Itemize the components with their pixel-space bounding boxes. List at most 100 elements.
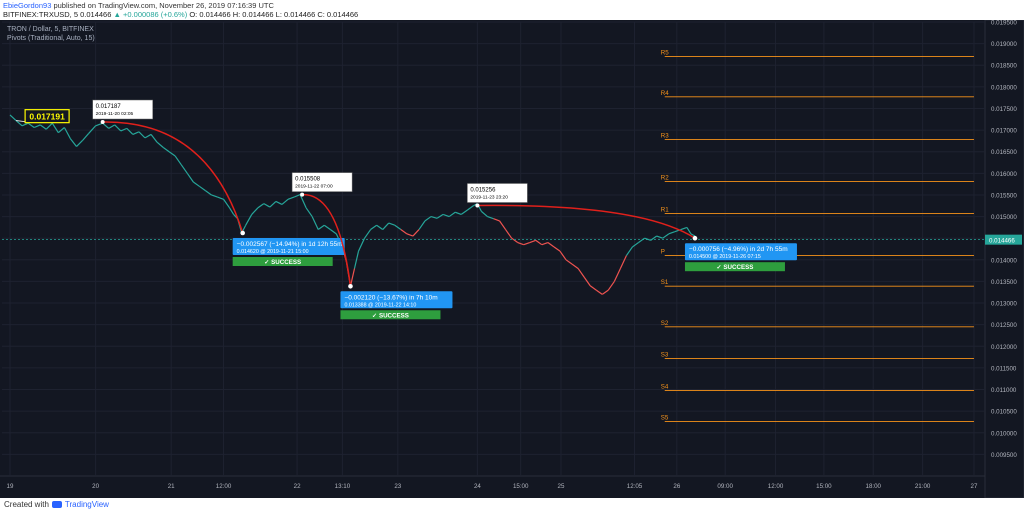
x-tick-label: 25 [558,483,565,490]
result-box [232,238,345,256]
footer-brand[interactable]: TradingView [64,500,109,509]
price-segment [662,233,670,239]
price-segment [108,124,116,129]
price-segment [370,224,378,231]
x-tick-label: 21:00 [915,483,931,490]
y-tick-label: 0.011500 [991,365,1017,372]
price-segment [39,124,47,130]
target-point [348,283,353,289]
source-point [100,120,105,125]
publish-info: EbieGordon93 published on TradingView.co… [3,1,274,10]
peak-label-value: 0.017187 [96,104,122,110]
chart-area[interactable]: 0.019500 0.019000 0.018500 0.018000 0.017500… [0,19,1024,499]
y-tick-label: 0.017000 [991,128,1017,135]
y-tick-label: 0.015000 [991,214,1017,221]
peak-label-box [291,172,353,192]
price-segment [686,227,692,235]
indicator-label: Pivots (Traditional, Auto, 15) [7,35,95,42]
price-segment [257,203,265,209]
pivot-label: R3 [661,133,669,140]
price-segment [323,224,331,231]
price-segment [523,241,530,246]
price-segment [406,233,414,237]
y-tick-label: 0.011000 [991,387,1017,394]
price-segment [192,181,200,187]
price-segment [466,205,474,211]
x-tick-label: 18:00 [866,483,882,490]
price-segment [144,133,152,139]
price-segment [547,242,555,248]
success-badge [684,262,785,272]
target-point [692,235,698,241]
price-segment [418,220,426,230]
price-segment [21,122,29,127]
price-segment [223,198,231,209]
current-callout-text: 0.017191 [29,112,65,122]
price-segment [364,229,372,239]
last-price-badge [985,234,1022,245]
price-segment [275,200,283,206]
success-text: ✓ SUCCESS [264,259,301,266]
price-segment [511,237,519,244]
price-chart[interactable]: 0.019500 0.019000 0.018500 0.018000 0.017500… [0,19,1024,499]
result-box [340,291,453,309]
x-tick-label: 24 [474,483,481,490]
pivot-label: S5 [661,415,669,422]
price-segment [430,215,438,219]
result-box [684,243,797,261]
price-segment [571,263,579,269]
ohlc-values: O: 0.014466 H: 0.014466 L: 0.014466 C: 0… [189,10,359,19]
price-axis [984,19,1024,499]
price-segment [311,216,319,230]
price-segment [168,151,176,157]
y-tick-label: 0.016000 [991,171,1017,178]
result-line1: −0.000756 (−4.96%) in 2d 7h 55m [689,246,788,253]
price-segment [156,141,164,148]
price-segment [668,231,676,235]
current-callout-box [24,109,70,124]
price-segment [126,127,134,135]
price-segment [114,124,122,132]
success-text: ✓ SUCCESS [372,312,409,319]
peak-label-box [467,183,528,203]
price-segment [357,237,366,252]
peak-label-value: 0.015256 [470,188,496,194]
price-segment [632,242,639,248]
price-segment [481,210,488,218]
price-segment [269,200,277,208]
price-segment [138,131,146,139]
price-segment [613,268,621,282]
price-segment [517,241,524,246]
price-segment [15,120,23,127]
y-tick-label: 0.018500 [991,63,1017,70]
price-segment [394,224,402,231]
price-segment [281,198,289,205]
price-segment [174,155,182,166]
last-price-text: 0.014466 [989,238,1015,245]
projection-arrow [302,193,352,287]
price-segment [595,289,603,295]
publish-text: published on TradingView.com, November 2… [53,1,274,10]
price-segment [88,125,97,134]
result-line2: 0.014620 @ 2019-11-21 15:00 [237,249,309,255]
price-segment [82,133,90,141]
price-segment [505,229,513,239]
price-segment [577,268,585,278]
last-value: 0.014466 [80,10,112,19]
price-segment [57,127,65,134]
y-tick-label: 0.013000 [991,301,1017,308]
price-segment [412,229,420,237]
price-segment [69,138,77,147]
y-tick-label: 0.010000 [991,430,1017,437]
change-value: ▲ +0.000086 (+0.6%) [113,10,188,19]
author-link[interactable]: EbieGordon93 [3,1,52,10]
peak-label-date: 2019-11-23 23:20 [470,195,508,201]
pivot-label: S1 [661,279,669,286]
x-tick-label: 20 [92,483,99,490]
pivot-label: R4 [661,90,669,97]
price-segment [299,194,307,209]
price-segment [565,259,573,265]
y-tick-label: 0.013500 [991,279,1017,286]
price-segment [293,193,301,198]
price-segment [460,209,468,215]
